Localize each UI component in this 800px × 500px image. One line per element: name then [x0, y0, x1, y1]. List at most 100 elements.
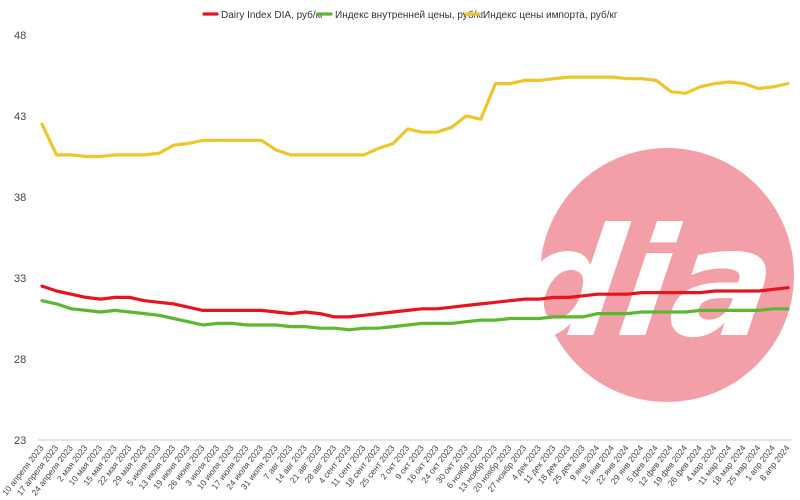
y-tick-label: 23 [14, 435, 26, 447]
data-point [289, 312, 292, 315]
y-axis: 23 28 33 38 43 48 [14, 30, 26, 447]
data-point [421, 322, 424, 325]
data-point [289, 325, 292, 328]
data-point [699, 309, 702, 312]
data-point [362, 327, 366, 330]
data-point [274, 310, 278, 314]
data-point [699, 291, 702, 294]
data-point [113, 153, 117, 157]
data-point [523, 297, 526, 301]
data-point [582, 294, 585, 298]
series-2 [40, 299, 790, 332]
data-point [625, 77, 629, 80]
data-point [84, 309, 88, 312]
data-point [655, 79, 658, 82]
data-point [625, 312, 629, 315]
data-point [435, 131, 439, 134]
data-point [362, 314, 366, 317]
data-point [494, 82, 497, 85]
data-point [333, 327, 336, 330]
legend-label: Индекс цены импорта, руб/кг [483, 9, 618, 21]
data-point [552, 77, 556, 80]
data-point [669, 90, 673, 93]
data-point [318, 327, 322, 330]
data-point [55, 302, 58, 306]
data-point [596, 312, 600, 315]
data-point [113, 296, 117, 299]
dia-watermark-logo: dia [502, 148, 794, 402]
data-point [494, 301, 497, 304]
data-point [757, 289, 760, 293]
data-point [260, 309, 263, 312]
data-point [786, 307, 790, 310]
watermark-circle [540, 148, 794, 402]
data-point [216, 322, 219, 325]
data-point [304, 153, 307, 157]
data-point [157, 152, 161, 155]
data-point [157, 301, 161, 304]
data-point [40, 299, 44, 302]
data-point [245, 323, 248, 327]
data-point [113, 309, 117, 312]
data-point [70, 307, 73, 310]
data-point [742, 309, 746, 312]
data-point [728, 309, 731, 312]
legend-item: Индекс внутренней цены, руб/кг [316, 9, 485, 21]
data-point [201, 139, 205, 142]
data-point [318, 153, 322, 157]
data-point [421, 131, 424, 134]
y-tick-label: 48 [14, 30, 26, 42]
data-point [84, 296, 88, 299]
data-point [172, 302, 175, 306]
data-point [187, 142, 190, 145]
data-point [143, 312, 146, 315]
data-point [187, 305, 190, 309]
data-point [304, 325, 307, 328]
data-point [230, 309, 234, 312]
data-point [347, 153, 351, 157]
data-point [494, 318, 497, 322]
data-point [464, 320, 468, 323]
data-point [596, 293, 600, 296]
data-point [684, 92, 687, 95]
data-point [128, 296, 131, 299]
data-point [728, 289, 731, 293]
data-point [538, 79, 541, 82]
data-point [216, 309, 219, 312]
data-point [347, 315, 351, 319]
data-point [245, 309, 248, 312]
data-point [625, 293, 629, 296]
data-point [640, 77, 643, 80]
data-point [99, 310, 102, 314]
data-point [611, 312, 614, 315]
data-point [143, 153, 146, 157]
data-point [245, 139, 248, 142]
data-point [187, 320, 190, 323]
data-point [728, 80, 731, 84]
data-point [669, 310, 673, 314]
data-point [406, 127, 409, 131]
data-point [406, 309, 409, 312]
data-point [567, 75, 570, 79]
data-point [450, 322, 453, 325]
data-point [655, 310, 658, 314]
data-point [99, 155, 102, 158]
data-point [567, 296, 570, 299]
data-point [479, 302, 483, 306]
data-point [333, 315, 336, 319]
data-point [274, 148, 278, 152]
data-point [450, 305, 453, 309]
data-point [318, 312, 322, 315]
data-point [479, 118, 483, 121]
data-point [757, 309, 760, 312]
data-point [464, 304, 468, 307]
legend-label: Индекс внутренней цены, руб/кг [335, 9, 485, 21]
data-point [464, 114, 468, 118]
data-point [552, 296, 556, 299]
data-point [713, 309, 717, 312]
data-point [508, 317, 512, 320]
data-point [772, 288, 775, 291]
data-point [143, 299, 146, 302]
series-line [40, 284, 790, 319]
